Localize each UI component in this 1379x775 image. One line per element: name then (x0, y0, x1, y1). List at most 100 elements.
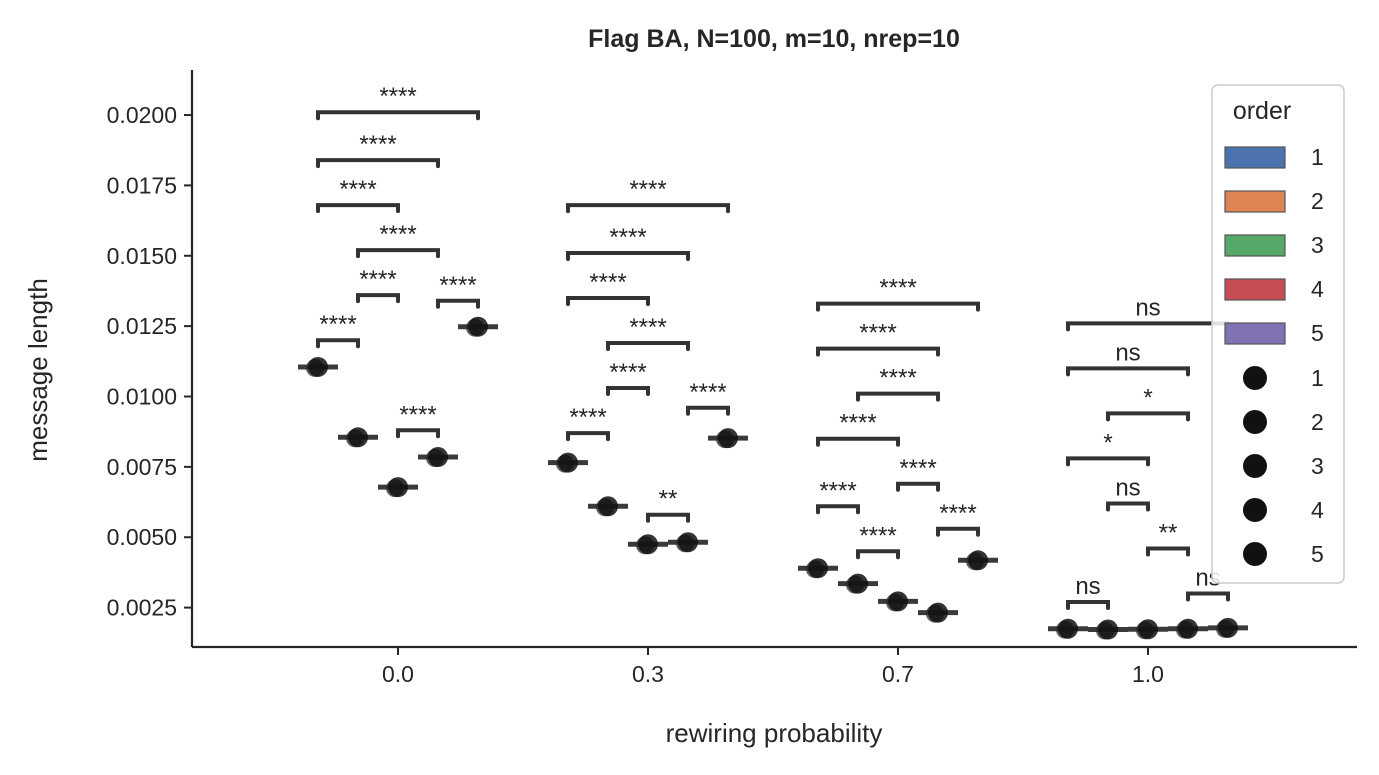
significance-bracket (606, 386, 650, 397)
significance-label: ns (1115, 339, 1140, 366)
x-axis-label: rewiring probability (666, 718, 883, 748)
significance-label: **** (939, 500, 976, 527)
significance-bracket (816, 301, 980, 312)
legend-label: 3 (1311, 453, 1324, 479)
data-point (928, 602, 948, 623)
significance-bracket (566, 203, 730, 214)
legend-label: 4 (1311, 497, 1324, 523)
y-tick-label: 0.0200 (107, 102, 177, 128)
significance-bracket (436, 298, 480, 309)
significance-annotations: ****************************************… (316, 83, 1230, 610)
significance-label: **** (689, 379, 726, 406)
legend-label: 2 (1311, 188, 1324, 214)
legend-marker (1243, 454, 1267, 478)
significance-label: **** (859, 522, 896, 549)
data-point (1058, 618, 1078, 639)
legend-marker (1243, 410, 1267, 434)
y-tick-label: 0.0025 (107, 595, 177, 621)
y-axis: 0.0025 0.0050 0.0075 0.0100 0.0125 0.0150 0.01… (107, 102, 192, 621)
significance-bracket (1066, 321, 1230, 332)
significance-bracket (816, 436, 900, 447)
y-tick-label: 0.0075 (107, 454, 177, 480)
y-tick-label: 0.0175 (107, 172, 177, 198)
significance-bracket (1066, 366, 1190, 377)
significance-label: **** (439, 272, 476, 299)
significance-label: **** (379, 83, 416, 110)
legend-swatch (1224, 234, 1286, 257)
legend-swatch (1224, 278, 1286, 301)
legend-label: 2 (1311, 409, 1324, 435)
y-tick-label: 0.0050 (107, 524, 177, 550)
legend-title: order (1233, 97, 1291, 125)
x-axis: 0.0 0.3 0.7 1.0 (382, 647, 1164, 687)
significance-bracket (856, 391, 940, 402)
significance-label: **** (399, 401, 436, 428)
data-point (638, 534, 658, 555)
x-tick-label: 0.3 (632, 661, 664, 687)
significance-label: **** (879, 275, 916, 302)
legend-marker (1243, 498, 1267, 522)
significance-bracket (1106, 411, 1190, 422)
data-point (888, 591, 908, 612)
y-axis-label: message length (23, 278, 53, 462)
significance-label: * (1103, 429, 1112, 456)
significance-label: ns (1135, 294, 1160, 321)
y-tick-label: 0.0100 (107, 383, 177, 409)
significance-bracket (566, 431, 610, 442)
significance-bracket (1186, 591, 1230, 602)
significance-bracket (936, 526, 980, 537)
data-point (968, 550, 988, 571)
significance-bracket (816, 346, 940, 357)
significance-label: **** (589, 269, 626, 296)
legend-label: 5 (1311, 320, 1324, 346)
significance-label: **** (629, 314, 666, 341)
data-point (598, 496, 618, 517)
significance-label: * (1143, 384, 1152, 411)
legend-marker (1243, 542, 1267, 566)
data-point (678, 532, 698, 553)
significance-bracket (856, 549, 900, 560)
significance-bracket (396, 428, 440, 439)
data-point (1098, 619, 1118, 640)
y-tick-label: 0.0150 (107, 243, 177, 269)
data-point (1138, 619, 1158, 640)
legend-label: 1 (1311, 144, 1324, 170)
significance-bracket (646, 512, 690, 523)
data-point (348, 427, 368, 448)
significance-label: ns (1115, 474, 1140, 501)
significance-bracket (1106, 501, 1150, 512)
significance-bracket (566, 295, 650, 306)
legend-swatch (1224, 322, 1286, 345)
data-point (1218, 617, 1238, 638)
significance-bracket (896, 481, 940, 492)
data-point (1178, 618, 1198, 639)
significance-bracket (356, 248, 440, 259)
legend-label: 1 (1311, 365, 1324, 391)
x-tick-label: 0.0 (382, 661, 414, 687)
significance-bracket (1066, 456, 1150, 467)
legend-label: 3 (1311, 232, 1324, 258)
significance-label: **** (569, 404, 606, 431)
data-point (808, 558, 828, 579)
significance-bracket (316, 110, 480, 121)
data-point (388, 477, 408, 498)
significance-label: ** (659, 486, 678, 513)
significance-bracket (816, 504, 860, 515)
significance-bracket (316, 203, 400, 214)
significance-label: **** (609, 359, 646, 386)
legend: order 1 2 3 4 5 1 2 3 4 5 (1211, 84, 1345, 584)
significance-bracket (686, 405, 730, 416)
significance-label: **** (379, 221, 416, 248)
legend-swatch (1224, 146, 1286, 169)
legend-label: 4 (1311, 276, 1324, 302)
significance-bracket (316, 158, 440, 169)
y-tick-label: 0.0125 (107, 313, 177, 339)
data-point (308, 356, 328, 377)
significance-bracket (356, 293, 400, 304)
significance-bracket (1146, 546, 1190, 557)
data-point (848, 573, 868, 594)
significance-label: **** (319, 311, 356, 338)
significance-label: **** (839, 410, 876, 437)
x-tick-label: 1.0 (1132, 661, 1164, 687)
significance-label: **** (629, 176, 666, 203)
